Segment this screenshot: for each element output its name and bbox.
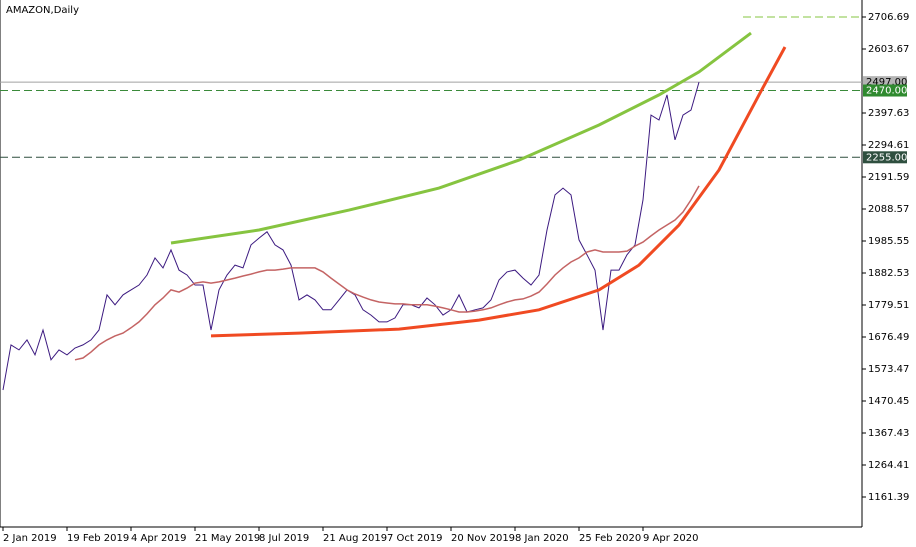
y-tick-label: 2603.67 (868, 44, 909, 55)
level-label: 2497.00 (866, 77, 907, 88)
x-tick-label: 21 Aug 2019 (323, 533, 387, 544)
level-label-bg (863, 84, 907, 97)
y-tick-label: 1676.49 (868, 332, 909, 343)
level-label-bg (863, 151, 907, 164)
y-tick-label: 2397.63 (868, 108, 909, 119)
y-tick-label: 1161.39 (868, 492, 909, 503)
series-line (74, 185, 700, 361)
x-tick-label: 9 Apr 2020 (643, 533, 698, 544)
x-tick-label: 20 Nov 2019 (451, 533, 515, 544)
y-tick-label: 1985.55 (868, 236, 909, 247)
y-tick-label: 1573.47 (868, 364, 909, 375)
y-tick-label: 2088.57 (868, 204, 909, 215)
x-tick-label: 21 May 2019 (195, 533, 260, 544)
x-tick-label: 4 Apr 2019 (131, 533, 186, 544)
x-tick-label: 7 Oct 2019 (387, 533, 442, 544)
y-tick-label: 1470.45 (868, 396, 909, 407)
trend-curve (210, 46, 787, 338)
y-tick-label: 1882.53 (868, 268, 909, 279)
x-tick-label: 19 Feb 2019 (67, 533, 129, 544)
x-tick-label: 8 Jul 2019 (259, 533, 309, 544)
x-tick-label: 8 Jan 2020 (515, 533, 569, 544)
y-tick-label: 1264.41 (868, 460, 909, 471)
y-tick-label: 2706.69 (868, 12, 909, 23)
chart-title: AMAZON,Daily (6, 5, 79, 16)
y-tick-label: 2191.59 (868, 172, 909, 183)
level-label: 2470.00 (866, 86, 907, 97)
level-label: 2255.00 (866, 152, 907, 163)
x-tick-label: 25 Feb 2020 (579, 533, 641, 544)
y-tick-label: 1779.51 (868, 300, 909, 311)
trend-curve (170, 31, 752, 245)
x-tick-label: 2 Jan 2019 (3, 533, 57, 544)
y-tick-label: 2294.61 (868, 140, 909, 151)
y-tick-label: 1367.43 (868, 428, 909, 439)
